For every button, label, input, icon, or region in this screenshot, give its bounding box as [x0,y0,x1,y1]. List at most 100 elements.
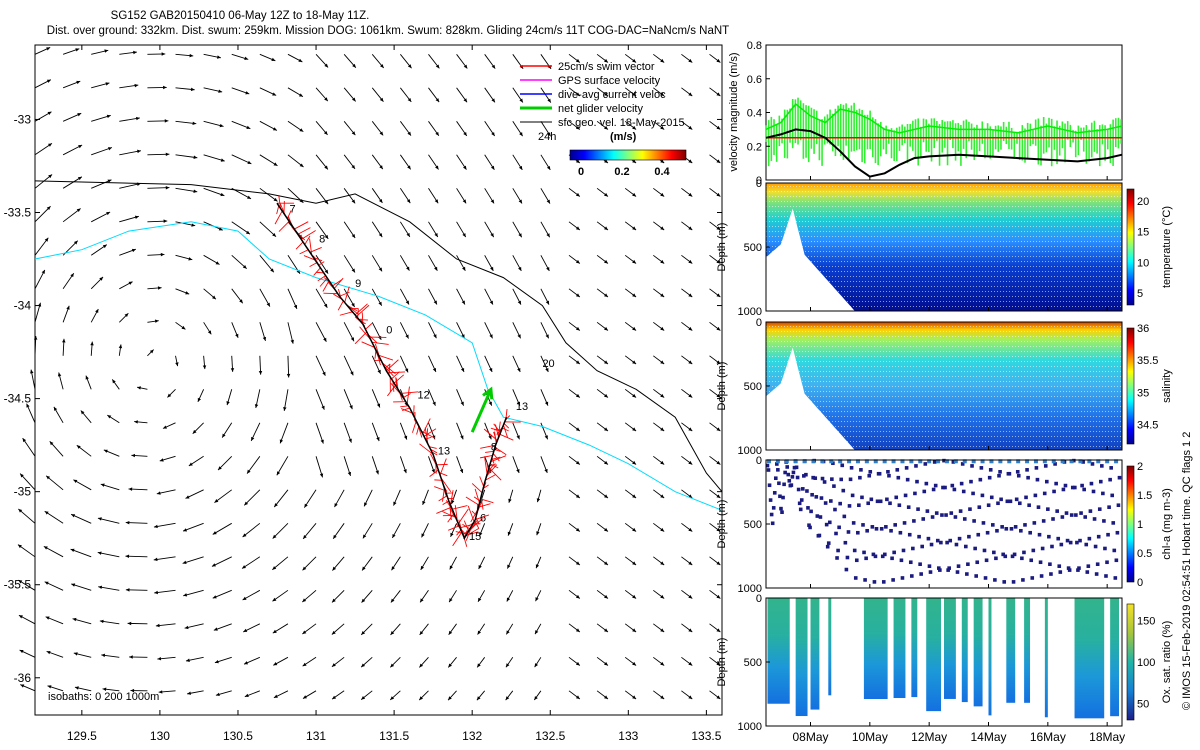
geo-vector-head [137,149,141,154]
chl-sample [957,536,962,541]
geo-vector-head [216,55,221,59]
geo-vector-head [518,233,522,238]
chl-sample [867,473,872,478]
geo-vector-head [519,132,523,137]
geo-vector-head [290,339,294,344]
chl-sample [1025,468,1029,472]
track-day-labels: 7 8 9 0 12 13 6 15 8 13 20 [290,204,555,544]
velocity-y-ticks: 0 0.2 0.4 0.6 0.8 [747,40,770,187]
chl-sample [854,558,859,563]
chl-sample [775,462,779,466]
oxygen-dive-stripe [926,598,942,712]
chl-sample [886,469,890,474]
track-day-label: 7 [290,204,296,216]
map-y-tick-label: -36 [14,671,32,685]
geo-vector-head [688,293,693,297]
chl-sample [947,566,951,570]
swim-vector [440,477,452,492]
geo-vector-head [716,594,721,599]
chl-surface-sample [1105,459,1110,464]
swim-vector [416,425,420,435]
geo-vector [62,208,81,223]
geo-vector-head [575,594,580,599]
geo-vector-head [716,326,721,331]
geo-vector-head [632,460,637,465]
geo-vector-head [604,695,608,699]
chl-sample [1082,487,1086,492]
geo-vector-head [575,192,580,197]
geo-vector-head [632,226,637,230]
geo-vector-head [20,473,24,478]
chl-sample [1088,509,1093,513]
geo-vector-head [632,125,637,130]
swim-vector [315,271,324,274]
temperature-y-tick-label: 500 [744,242,762,254]
geo-vector-head [247,195,252,199]
swim-vector [462,523,471,530]
salinity-y-tick-label: 500 [744,381,762,393]
geo-vector-head [660,226,665,230]
chl-sample [1097,507,1102,511]
geo-vector-head [323,337,327,342]
chl-sample [945,540,949,545]
time-tick-label: 18May [1089,730,1125,744]
swim-vector [403,393,411,398]
chl-sample [769,512,774,517]
geo-vector-head [131,453,136,458]
geo-vector-head [478,565,482,570]
geo-vector-head [99,619,104,624]
swim-vector [400,391,419,394]
geo-vector-head [347,471,352,476]
chl-sample [986,503,991,508]
chl-sample [959,481,964,486]
chl-sample [826,541,831,545]
chl-sample [958,509,963,513]
geo-vector-head [407,97,412,102]
chl-sample [1086,564,1091,568]
geo-vector-head [461,300,465,305]
chl-sample [971,491,975,496]
chl-sample [767,483,772,488]
chlorophyll-colorbar-tick: 1 [1137,519,1143,531]
chl-sample [861,523,865,527]
geo-vector-head [575,527,580,532]
chl-sample [1066,566,1071,570]
chl-sample [1036,505,1041,509]
geo-vector [315,456,323,478]
track-day-label: 13 [438,445,450,457]
chl-sample [1057,564,1062,568]
geo-vector [34,237,49,256]
geo-vector-head [184,625,189,630]
geo-vector-head [73,479,78,484]
chl-sample [954,542,959,547]
imos-timestamp-note: © IMOS 15-Feb-2019 02:54:51 Hobart time.… [1181,432,1193,710]
geo-vector-head [575,125,580,130]
geo-vector-head [361,696,366,700]
geo-vector [91,179,112,189]
legend-label-swim: 25cm/s swim vector [558,61,655,73]
geo-vector-head [604,427,608,431]
geo-vector-head [716,92,721,96]
chl-sample [792,465,797,470]
chl-sample [1074,513,1078,517]
chl-sample [1058,570,1063,574]
geo-vector-head [632,561,637,565]
geo-vector-head [324,269,329,274]
geo-vector-head [716,125,721,130]
chl-sample [940,513,944,517]
geo-vector-head [163,85,167,90]
chl-sample [888,501,892,506]
chl-sample [1029,558,1034,563]
geo-vector-head [242,533,247,537]
chl-sample [839,477,844,482]
time-tick-label: 12May [911,730,947,744]
geo-vector-head [364,502,368,507]
geo-vector-head [575,393,580,398]
geo-vector-head [422,500,426,505]
geo-vector-head [97,517,102,521]
geo-vector-head [164,119,169,123]
geo-vector [203,154,225,162]
geo-vector-head [604,561,608,565]
swim-vector [309,262,318,267]
swim-vector [503,423,510,429]
